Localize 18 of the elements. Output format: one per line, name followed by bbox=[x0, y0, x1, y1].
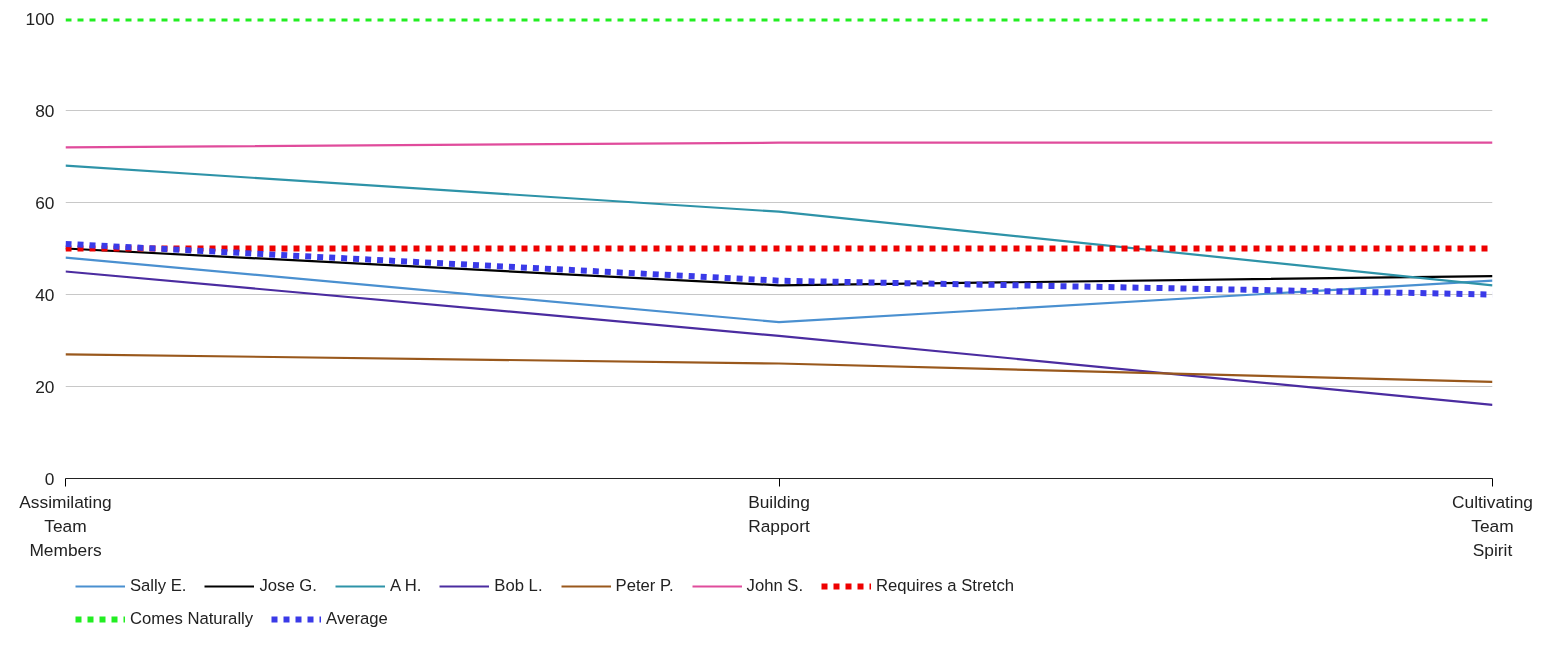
y-tick-label: 0 bbox=[44, 468, 55, 489]
x-tick-label: Assimilating Team Members bbox=[19, 491, 112, 560]
legend-label: Bob L. bbox=[494, 576, 543, 596]
x-tick-label: Cultivating Team Spirit bbox=[1452, 491, 1533, 560]
y-tick-label: 80 bbox=[35, 100, 55, 121]
legend-label: Comes Naturally bbox=[130, 609, 254, 629]
legend-label: Average bbox=[326, 609, 388, 629]
legend-label: Requires a Stretch bbox=[876, 576, 1014, 596]
legend-label: A H. bbox=[389, 576, 422, 596]
x-tick-label: Building Rapport bbox=[748, 491, 811, 536]
y-tick-label: 60 bbox=[35, 192, 55, 213]
y-tick-label: 20 bbox=[35, 376, 55, 397]
legend-label: Peter P. bbox=[615, 576, 674, 596]
y-tick-label: 40 bbox=[35, 284, 55, 305]
legend-label: John S. bbox=[746, 576, 804, 596]
y-tick-label: 100 bbox=[25, 8, 55, 29]
legend-label: Jose G. bbox=[259, 576, 317, 596]
legend-label: Sally E. bbox=[130, 576, 187, 596]
